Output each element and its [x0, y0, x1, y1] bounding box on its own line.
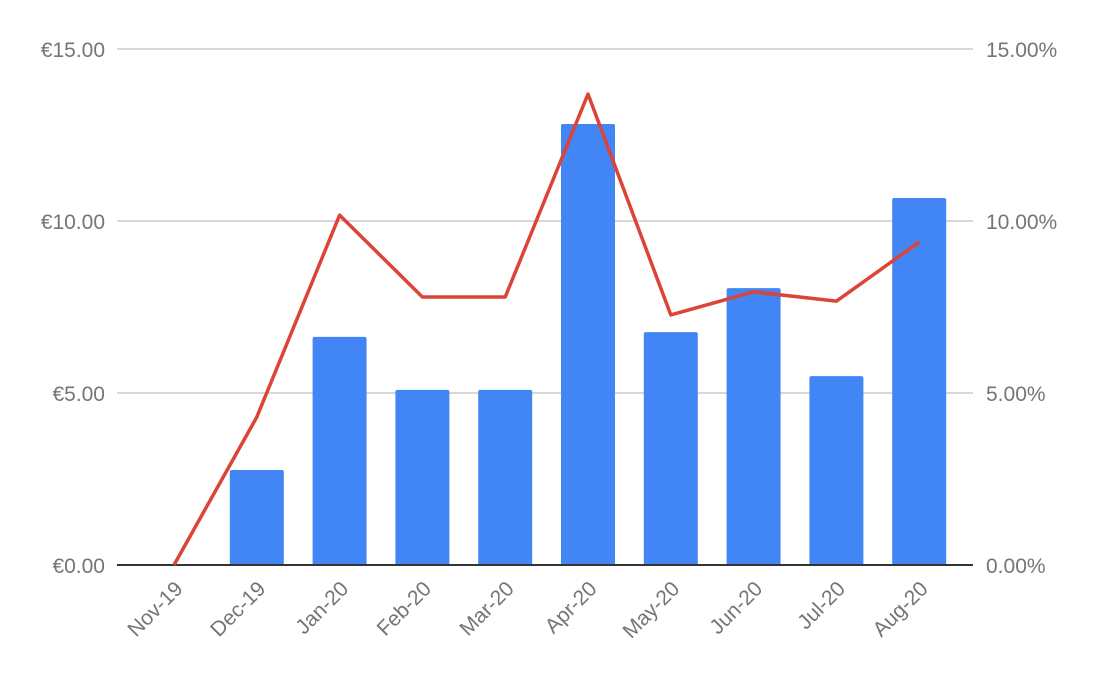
- x-axis-tick-label: Dec-19: [206, 577, 270, 641]
- bar-apr-20: [561, 124, 615, 565]
- bar-may-20: [644, 332, 698, 565]
- bar-jan-20: [313, 337, 367, 565]
- left-axis-tick-label: €10.00: [41, 211, 105, 234]
- bar-jul-20: [809, 376, 863, 565]
- right-axis-tick-label: 10.00%: [986, 211, 1057, 234]
- x-axis-tick-label: Nov-19: [123, 577, 187, 641]
- right-axis-tick-label: 0.00%: [986, 555, 1046, 578]
- bar-aug-20: [892, 198, 946, 565]
- x-axis-tick-label: Mar-20: [455, 577, 518, 640]
- bar-feb-20: [395, 390, 449, 565]
- percent-line: [174, 94, 919, 565]
- left-axis-tick-label: €0.00: [52, 555, 105, 578]
- bar-jun-20: [727, 288, 781, 565]
- x-axis-tick-label: Jan-20: [291, 577, 353, 639]
- bar-mar-20: [478, 390, 532, 565]
- right-axis-tick-label: 5.00%: [986, 383, 1046, 406]
- left-axis-tick-label: €15.00: [41, 39, 105, 62]
- x-axis-tick-label: May-20: [619, 577, 685, 643]
- x-axis-tick-label: Aug-20: [869, 577, 933, 641]
- x-axis-tick-label: Apr-20: [541, 577, 602, 638]
- right-axis-tick-label: 15.00%: [986, 39, 1057, 62]
- x-axis-tick-label: Feb-20: [373, 577, 436, 640]
- x-axis-tick-label: Jun-20: [705, 577, 767, 639]
- bar-dec-19: [230, 470, 284, 565]
- x-axis-tick-label: Jul-20: [793, 577, 850, 634]
- left-axis-tick-label: €5.00: [52, 383, 105, 406]
